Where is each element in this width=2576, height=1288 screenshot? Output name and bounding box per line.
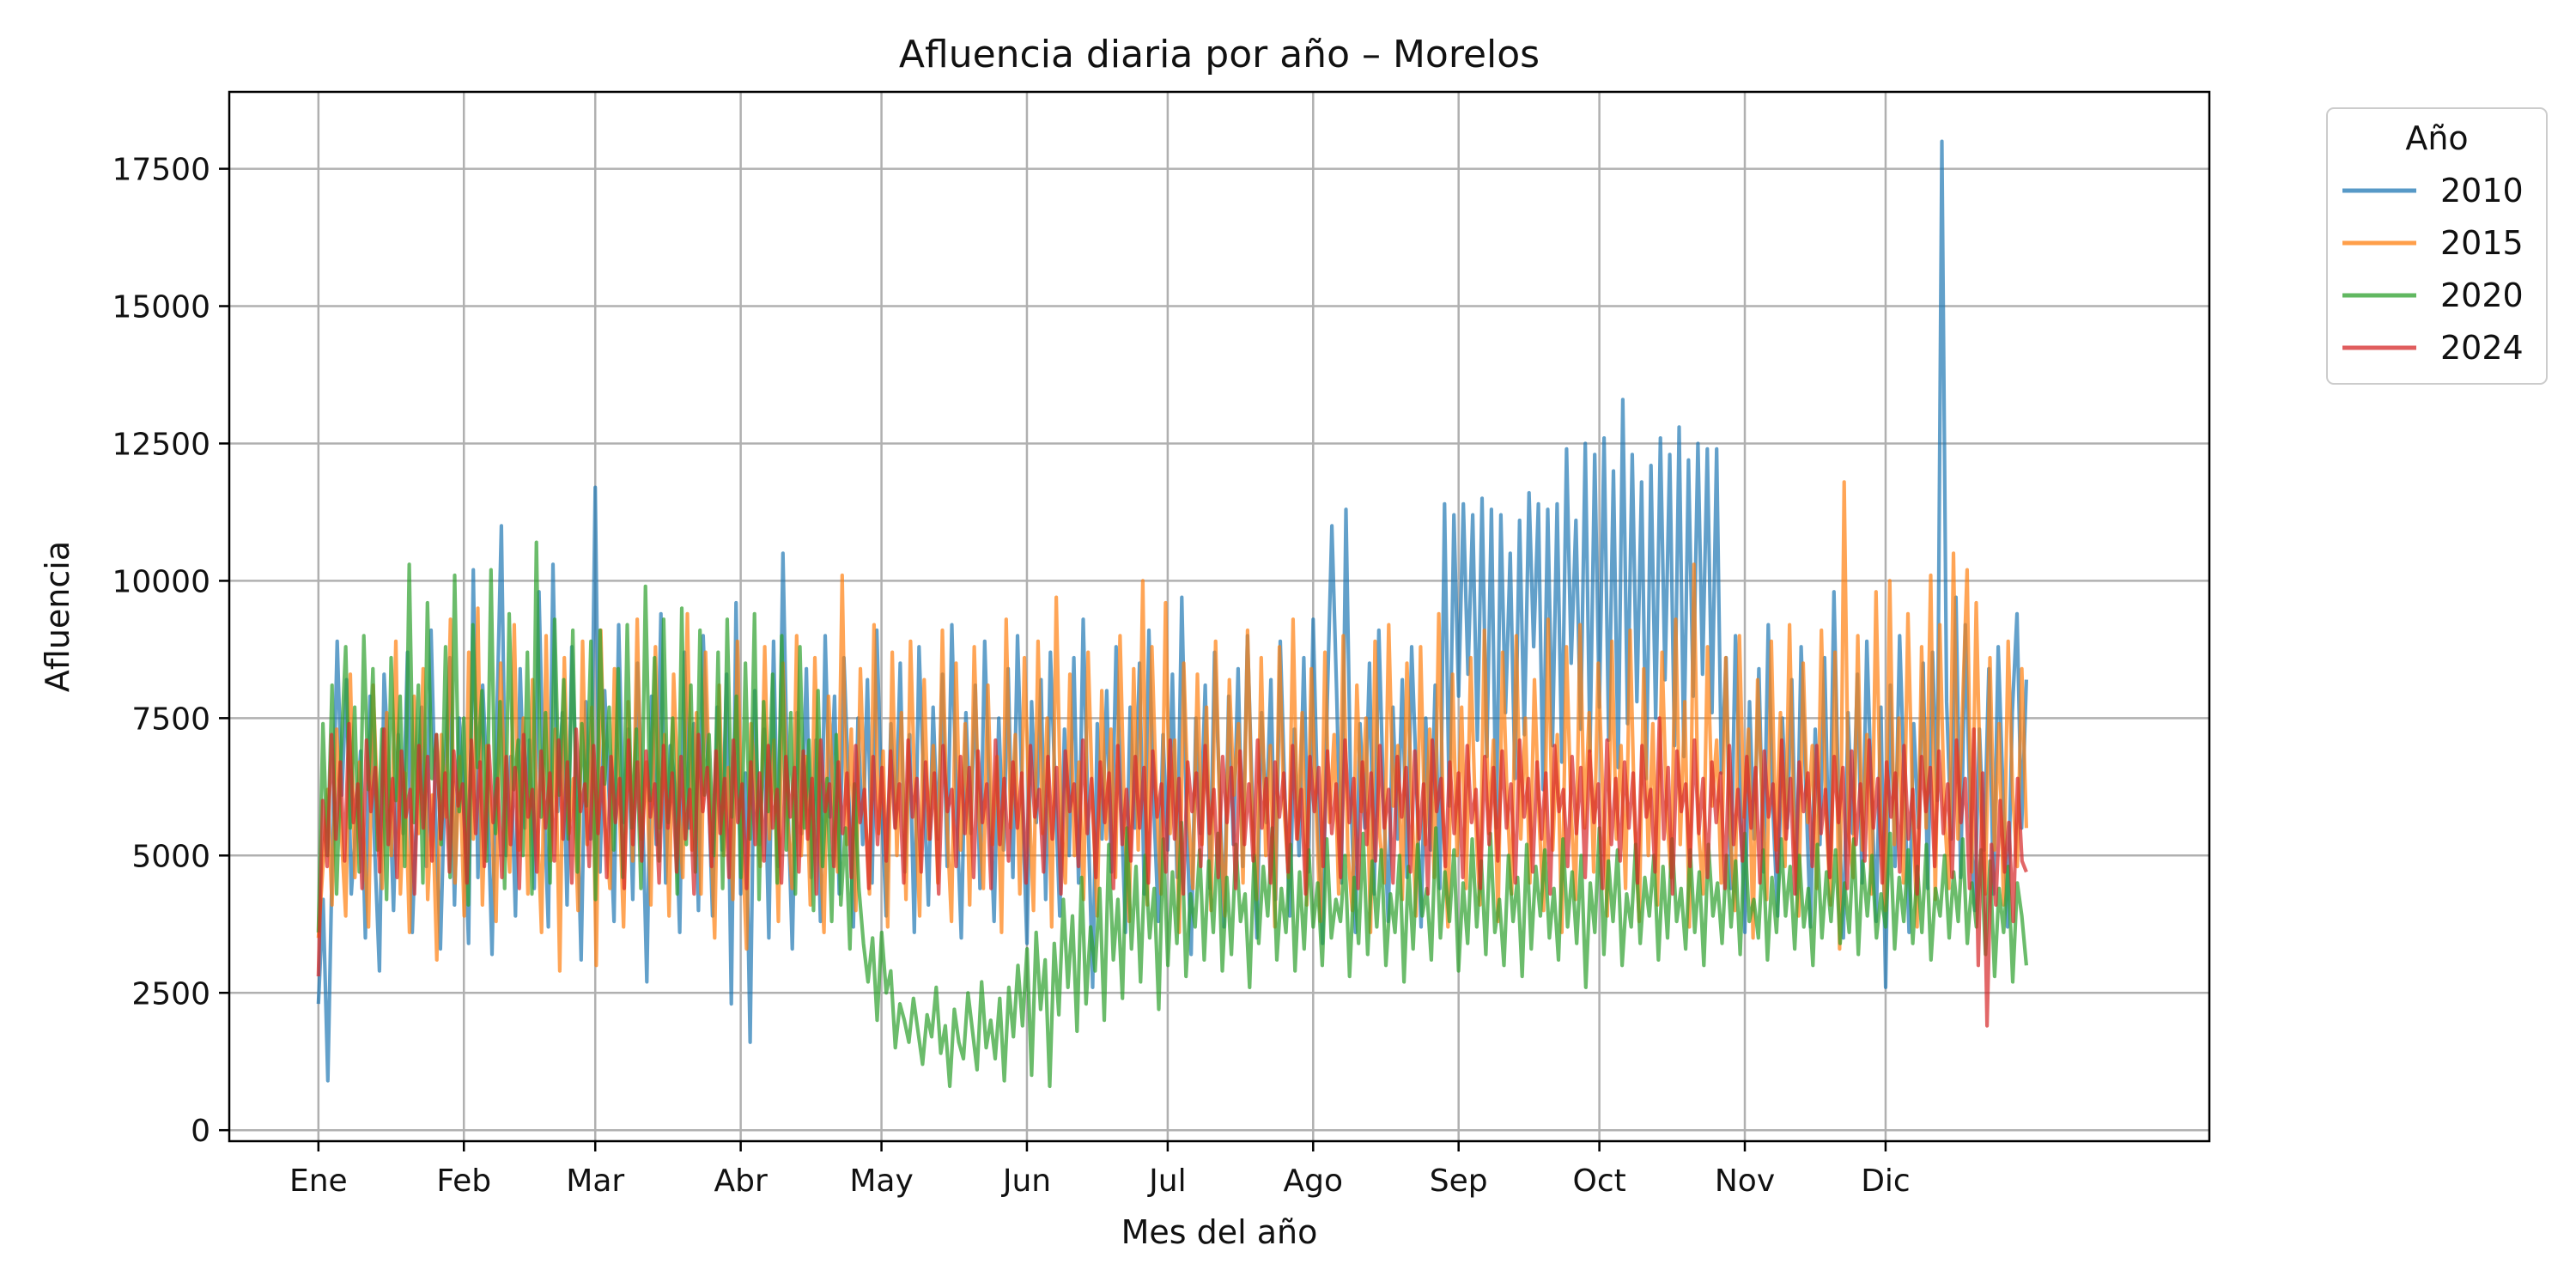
x-tick-label: Mar <box>566 1163 624 1199</box>
y-tick-label: 17500 <box>112 153 210 188</box>
y-tick-label: 12500 <box>112 427 210 462</box>
x-tick-label: Ene <box>289 1163 348 1199</box>
grid <box>229 92 2209 1141</box>
y-tick-label: 7500 <box>131 702 210 737</box>
y-tick-label: 15000 <box>112 290 210 325</box>
y-tick-label: 2500 <box>131 976 210 1012</box>
legend-box <box>2326 107 2548 385</box>
x-axis-label: Mes del año <box>1121 1213 1318 1251</box>
y-axis-label: Afluencia <box>39 541 76 692</box>
y-tick-label: 0 <box>191 1114 210 1149</box>
legend: Año 2010 2015 2020 2024 <box>2326 107 2548 385</box>
x-tick-label: May <box>849 1163 913 1199</box>
y-axis-ticks: 0 2500 5000 7500 10000 12500 15000 17500 <box>112 153 229 1149</box>
legend-label-2020: 2020 <box>2440 276 2524 314</box>
y-tick-label: 5000 <box>131 839 210 874</box>
x-axis-ticks: Ene Feb Mar Abr May Jun Jul Ago Sep Oct Nov Dic <box>289 1141 1911 1199</box>
x-tick-label: Sep <box>1430 1163 1488 1199</box>
legend-label-2024: 2024 <box>2440 329 2524 367</box>
x-tick-label: Abr <box>714 1163 767 1199</box>
x-tick-label: Dic <box>1861 1163 1911 1199</box>
x-tick-label: Nov <box>1715 1163 1775 1199</box>
legend-label-2015: 2015 <box>2440 224 2524 262</box>
x-tick-label: Oct <box>1572 1163 1625 1199</box>
series-line-2020 <box>316 540 2028 1089</box>
series-line-2024 <box>316 716 2028 1028</box>
legend-label-2010: 2010 <box>2440 172 2524 210</box>
series-lines <box>316 139 2028 1089</box>
x-tick-label: Feb <box>436 1163 491 1199</box>
y-tick-label: 10000 <box>112 564 210 599</box>
chart-title: Afluencia diaria por año – Morelos <box>899 33 1540 76</box>
x-tick-label: Ago <box>1284 1163 1344 1199</box>
x-tick-label: Jun <box>1001 1163 1051 1199</box>
legend-title: Año <box>2405 119 2468 157</box>
x-tick-label: Jul <box>1147 1163 1186 1199</box>
plot-frame <box>228 90 2211 1143</box>
